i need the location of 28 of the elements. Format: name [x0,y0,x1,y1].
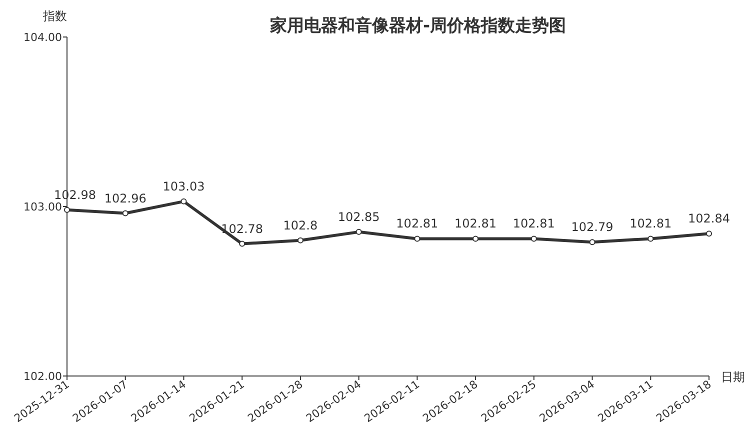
data-label: 103.03 [162,179,205,194]
data-label: 102.8 [283,218,318,232]
data-label: 102.81 [512,216,555,231]
y-axis-title: 指数 [42,9,67,23]
data-label: 102.81 [396,216,438,231]
point [297,237,304,244]
y-tick-label: 102.00 [24,370,62,383]
point [472,236,479,242]
point [648,236,654,242]
point [122,210,128,216]
point [356,228,362,235]
data-label: 102.85 [338,210,380,224]
point [239,240,246,247]
x-axis-title: 日期 [721,370,745,384]
data-label: 102.96 [104,191,146,206]
point [589,239,596,246]
y-tick-label: 103.00 [24,200,62,214]
point [706,230,712,237]
data-label: 102.81 [630,216,672,231]
point [180,198,187,204]
point [530,236,537,242]
point [414,236,420,242]
data-label: 102.84 [688,212,730,226]
chart-title: 家用电器和音像器材-周价格指数走势图 [268,16,566,36]
y-tick-label: 104.00 [24,31,62,44]
data-label: 102.81 [454,216,497,231]
point [64,206,70,213]
data-label: 102.79 [571,220,614,234]
